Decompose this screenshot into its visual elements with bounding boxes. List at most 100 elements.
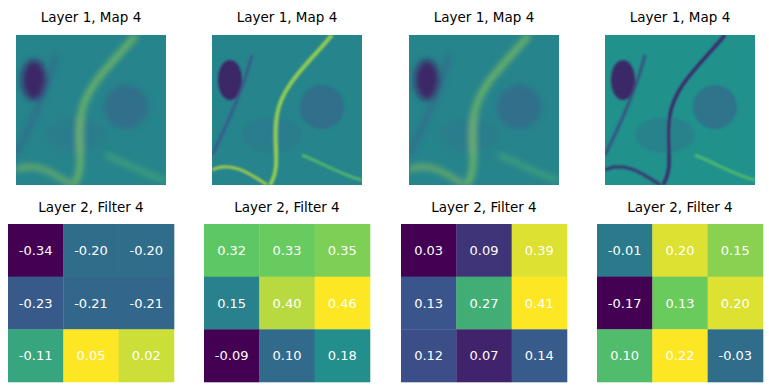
dark-region <box>104 85 148 129</box>
cell-label: -0.23 <box>19 296 53 311</box>
heatmap-cells <box>401 224 567 382</box>
heatmap-labels: -0.01 0.20 0.15 -0.17 0.13 0.20 0.10 0.22 -0.03 <box>608 243 752 363</box>
heatmap-cell <box>119 224 175 277</box>
cell-label: 0.20 <box>666 243 695 258</box>
cell-label: 0.13 <box>666 296 695 311</box>
ridge <box>695 155 755 180</box>
heatmap-cell <box>597 329 653 382</box>
heatmap-cells <box>8 224 174 382</box>
cell-label: 0.46 <box>328 296 357 311</box>
heatmap-labels: 0.320.330.350.150.400.46-0.090.100.18 <box>215 243 357 363</box>
feature-map-background <box>212 35 362 185</box>
cell-label: 0.15 <box>721 243 750 258</box>
cell-label: 0.40 <box>273 296 302 311</box>
feature-map-shapes <box>212 35 362 185</box>
heatmap-cell <box>597 224 653 277</box>
heatmap-cell <box>259 277 315 330</box>
heatmap-cells <box>204 224 370 382</box>
dark-region <box>300 85 344 129</box>
heatmap-cell <box>401 277 457 330</box>
feature-map-texture <box>605 35 755 185</box>
cell-label: -0.11 <box>19 348 53 363</box>
heatmap-cell <box>401 224 457 277</box>
heatmap-cell <box>8 329 64 382</box>
cell-label: 0.13 <box>414 296 443 311</box>
heatmap-cell <box>63 277 119 330</box>
heatmap-cell <box>652 329 708 382</box>
panel-title: Layer 2, Filter 4 <box>627 199 732 215</box>
ridge <box>270 35 332 185</box>
dark-region <box>242 117 302 153</box>
heatmap-labels: -0.34-0.20-0.20-0.23-0.21-0.21-0.110.050… <box>19 243 163 363</box>
cell-label: 0.22 <box>666 348 695 363</box>
dark-region <box>497 85 541 129</box>
heatmap-cell <box>8 224 64 277</box>
feature-map-background <box>409 35 559 185</box>
feature-map-background <box>605 35 755 185</box>
cell-label: -0.09 <box>215 348 249 363</box>
cell-label: 0.32 <box>217 243 246 258</box>
cell-label: 0.10 <box>610 348 639 363</box>
dark-region <box>693 85 737 129</box>
feature-map-background <box>16 35 166 185</box>
heatmap-cell <box>456 277 512 330</box>
panel-title: Layer 2, Filter 4 <box>234 199 339 215</box>
panel-title: Layer 1, Map 4 <box>434 9 534 25</box>
heatmap-cell <box>456 329 512 382</box>
heatmap-cell <box>512 277 568 330</box>
cell-label: -0.01 <box>608 243 642 258</box>
feature-map-texture <box>212 35 362 185</box>
heatmap-cell <box>259 329 315 382</box>
cell-label: 0.07 <box>470 348 499 363</box>
cell-label: 0.27 <box>470 296 499 311</box>
heatmap-cell <box>204 329 260 382</box>
heatmap-labels: 0.030.090.390.130.270.410.120.070.14 <box>414 243 554 363</box>
feature-map: Layer 1, Map 4 <box>16 9 166 185</box>
panel-title: Layer 2, Filter 4 <box>38 199 143 215</box>
feature-map-texture <box>16 35 166 185</box>
cell-label: 0.18 <box>328 348 357 363</box>
feature-map: Layer 1, Map 4 <box>409 9 559 185</box>
heatmap-cell <box>204 224 260 277</box>
heatmap-cell <box>315 224 371 277</box>
feature-map-shapes <box>605 35 755 185</box>
heatmap-cell <box>63 329 119 382</box>
cell-label: 0.10 <box>273 348 302 363</box>
cell-label: -0.17 <box>608 296 642 311</box>
ridge <box>499 155 559 180</box>
heatmap-cell <box>708 329 764 382</box>
heatmap-cell <box>708 277 764 330</box>
dark-region <box>635 117 695 153</box>
cell-label: -0.21 <box>74 296 108 311</box>
heatmap-cell <box>119 329 175 382</box>
ridge <box>605 55 645 155</box>
cell-label: 0.41 <box>525 296 554 311</box>
ridge <box>409 167 464 185</box>
panel-title: Layer 1, Map 4 <box>237 9 337 25</box>
heatmap-cell <box>315 277 371 330</box>
heatmap-cell <box>597 277 653 330</box>
figure: Layer 1, Map 4 Layer 1, Map 4 Layer 1, Map… <box>0 0 769 392</box>
cell-label: -0.21 <box>130 296 164 311</box>
cell-label: -0.20 <box>74 243 108 258</box>
heatmap-cell <box>8 277 64 330</box>
cell-label: -0.03 <box>719 348 753 363</box>
dark-region <box>439 117 499 153</box>
heatmap-cells <box>597 224 763 382</box>
heatmap-cell <box>315 329 371 382</box>
cell-label: 0.20 <box>721 296 750 311</box>
heatmap-cell <box>652 224 708 277</box>
cell-label: 0.05 <box>77 348 106 363</box>
cell-label: 0.39 <box>525 243 554 258</box>
ridge <box>106 155 166 180</box>
heatmap: -0.34-0.20-0.20-0.23-0.21-0.21-0.110.050… <box>8 199 174 382</box>
cell-label: 0.03 <box>414 243 443 258</box>
ridge <box>467 35 529 185</box>
heatmap-cell <box>259 224 315 277</box>
cell-label: 0.02 <box>132 348 161 363</box>
cell-label: 0.35 <box>328 243 357 258</box>
ridge <box>16 167 71 185</box>
panel-title: Layer 1, Map 4 <box>41 9 141 25</box>
panel-title: Layer 1, Map 4 <box>630 9 730 25</box>
ridge <box>212 167 267 185</box>
